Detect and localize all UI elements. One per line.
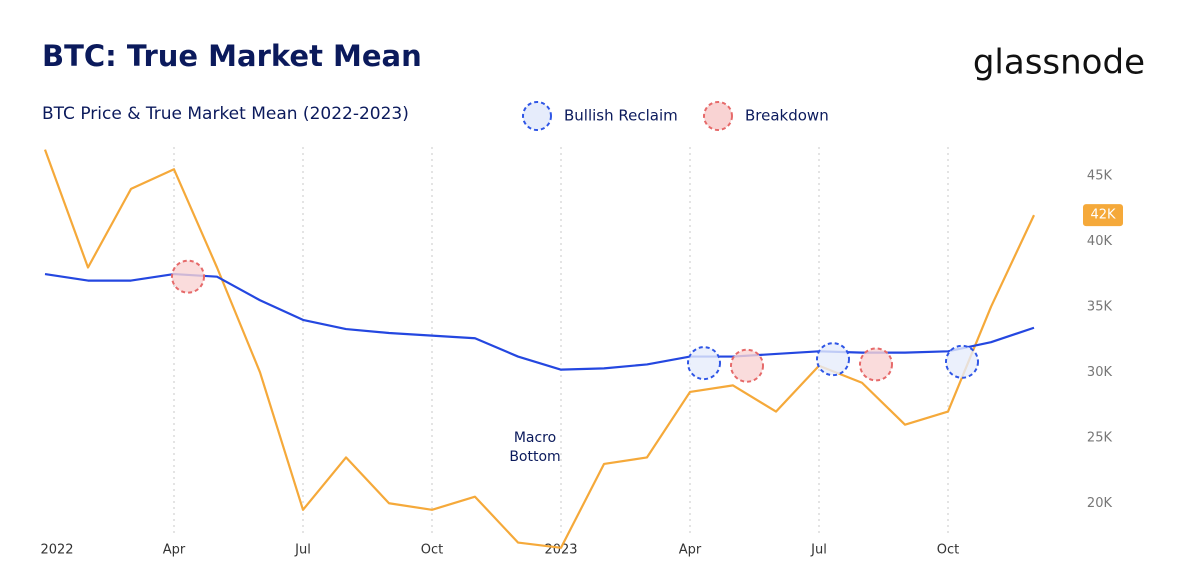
x-tick-label: 2023 — [544, 543, 577, 558]
x-tick-label: Jul — [294, 543, 311, 558]
y-tick-label: 40K — [1087, 234, 1113, 249]
legend-label: Breakdown — [745, 107, 829, 125]
x-tick-label: Apr — [679, 543, 702, 558]
value-label: 42K — [1090, 208, 1116, 223]
legend-marker — [703, 101, 733, 131]
y-tick-label: 45K — [1087, 168, 1113, 183]
series-line — [43, 149, 1035, 549]
event-marker — [859, 347, 893, 382]
x-tick-label: Jul — [810, 543, 827, 558]
x-tick-label: Apr — [163, 543, 186, 558]
annotation: Macro Bottom — [509, 429, 561, 465]
legend-marker — [522, 101, 552, 131]
x-tick-label: Oct — [421, 543, 443, 558]
y-tick-label: 20K — [1087, 496, 1113, 511]
x-tick-label: 2022 — [40, 543, 73, 558]
event-marker — [730, 348, 764, 383]
legend-label: Bullish Reclaim — [564, 107, 678, 125]
x-tick-label: Oct — [937, 543, 959, 558]
chart-subtitle: BTC Price & True Market Mean (2022-2023) — [42, 104, 409, 124]
brand: glassnode — [973, 43, 1145, 83]
value-badge — [1083, 204, 1123, 227]
event-marker — [816, 342, 850, 377]
event-marker — [687, 346, 721, 381]
event-marker — [171, 259, 205, 294]
event-marker — [945, 344, 979, 379]
y-tick-label: 35K — [1087, 299, 1113, 314]
y-tick-label: 25K — [1087, 430, 1113, 445]
chart-title: BTC: True Market Mean — [42, 39, 422, 73]
y-tick-label: 30K — [1087, 365, 1113, 380]
